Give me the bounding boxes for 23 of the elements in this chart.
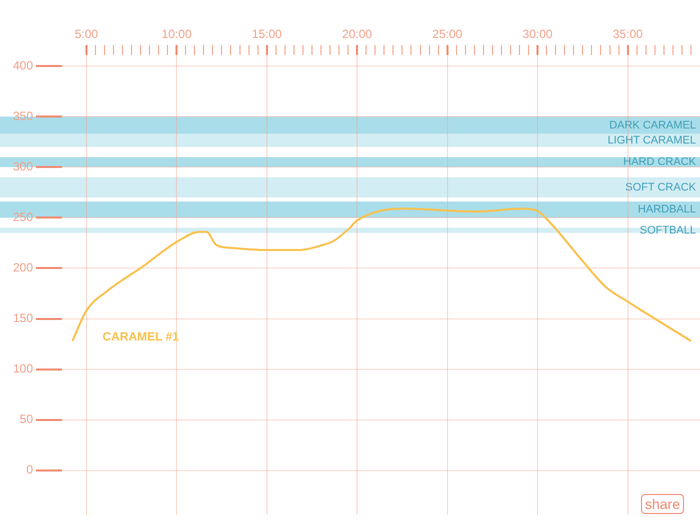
y-tick-label: 300 — [12, 159, 34, 174]
y-tick-label: 100 — [12, 362, 34, 376]
y-tick-label: 150 — [12, 311, 34, 326]
y-tick-label: 200 — [12, 260, 34, 275]
x-tick-label: 25:00 — [432, 27, 463, 42]
annotation: share — [640, 494, 684, 514]
x-tick-label: 5:00 — [74, 27, 98, 42]
y-tick-label: 350 — [12, 108, 34, 123]
y-tick-label: 50 — [20, 412, 34, 426]
band-label: SOFT CRACK — [625, 181, 697, 194]
y-tick-label: 400 — [12, 58, 34, 72]
x-tick-label: 35:00 — [612, 27, 644, 42]
y-tick-label: 0 — [26, 462, 34, 477]
band-label: SOFTBALL — [640, 224, 696, 236]
series-label: CARAMEL #1 — [102, 329, 180, 344]
x-tick-label: 10:00 — [162, 27, 192, 42]
band-label: LIGHT CARAMEL — [608, 134, 696, 146]
x-tick-label: 15:00 — [252, 27, 282, 42]
band-label: DARK CARAMEL — [609, 119, 696, 132]
x-tick-label: 20:00 — [342, 27, 372, 42]
x-tick-label: 30:00 — [522, 27, 553, 42]
band-label: HARD CRACK — [623, 156, 697, 168]
band-label: HARDBALL — [638, 204, 696, 216]
